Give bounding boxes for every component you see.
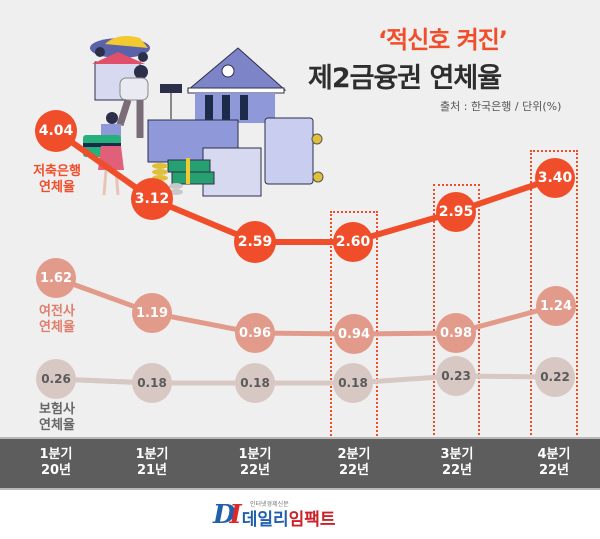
card-point-3q22: 0.98 [436, 313, 476, 353]
insurance-point-1q21: 0.18 [132, 363, 172, 403]
card-point-4q22: 1.24 [536, 286, 576, 326]
card-point-2q22: 0.94 [334, 314, 374, 354]
x-label-1q20: 1분기 20년 [39, 447, 73, 478]
page-title: 제2금융권 연체율 [308, 63, 502, 94]
title-highlight: ‘적신호 켜진’ [378, 26, 508, 54]
savings-point-2q22: 2.60 [333, 222, 373, 262]
card-point-1q20: 1.62 [36, 258, 76, 298]
publisher-logo: DI 데일리임팩트 [213, 500, 336, 530]
x-axis-bar [0, 437, 600, 490]
series-label-savings: 저축은행 연체율 [33, 164, 81, 195]
savings-point-1q22: 2.59 [234, 221, 276, 263]
line-series [54, 128, 556, 386]
insurance-point-2q22: 0.18 [333, 363, 373, 403]
insurance-point-1q20: 0.26 [36, 359, 76, 399]
savings-point-4q22: 3.40 [535, 158, 575, 198]
logo-name: 데일리임팩트 [241, 510, 336, 530]
car-icon [90, 36, 150, 62]
insurance-point-1q22: 0.18 [235, 363, 275, 403]
x-label-2q22: 2분기 22년 [337, 447, 371, 478]
card-point-1q22: 0.96 [235, 313, 275, 353]
x-label-1q22: 1분기 22년 [238, 447, 272, 478]
insurance-point-4q22: 0.22 [535, 357, 575, 397]
series-label-card: 여전사 연체율 [39, 304, 75, 335]
logo-tagline: 인터넷경제신문 [250, 501, 289, 508]
bank-illustration [83, 36, 324, 197]
insurance-point-3q22: 0.23 [436, 356, 476, 396]
logo-mark-icon: DI [213, 500, 242, 530]
savings-point-1q20: 4.04 [35, 110, 77, 152]
x-label-1q21: 1분기 21년 [135, 447, 169, 478]
card-point-1q21: 1.19 [132, 293, 172, 333]
series-label-insurance: 보험사 연체율 [39, 402, 75, 433]
savings-point-1q21: 3.12 [131, 178, 173, 220]
source-note: 출처 : 한국은행 / 단위(%) [440, 100, 562, 113]
x-label-3q22: 3분기 22년 [440, 447, 474, 478]
savings-point-3q22: 2.95 [436, 192, 476, 232]
x-label-4q22: 4분기 22년 [537, 447, 571, 478]
